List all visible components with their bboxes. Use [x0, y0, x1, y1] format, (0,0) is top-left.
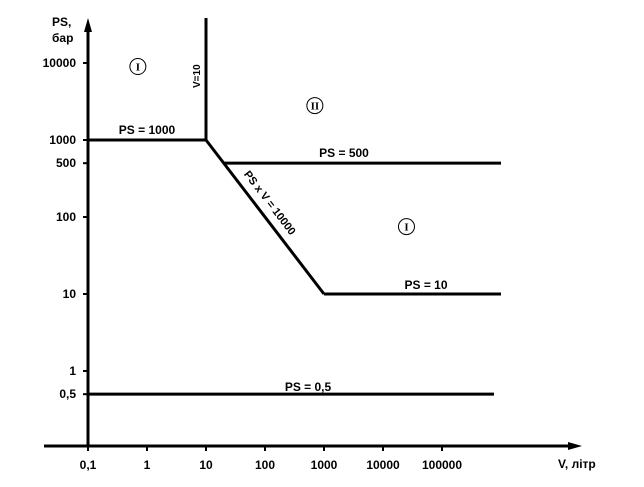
boundary-lines-layer [88, 18, 501, 396]
region-marker-region-upper-middle: II [306, 97, 324, 115]
region-circle-region-upper-middle [306, 97, 324, 115]
x-tick-label-10: 10 [199, 458, 213, 472]
y-tick-label-0-5: 0,5 [59, 387, 76, 401]
x-tick-label-1000: 1000 [311, 458, 338, 472]
boundary-label-ps-v-10000: PS x V = 10000 [241, 169, 298, 238]
y-axis-title-line2: бар [52, 31, 73, 45]
y-axis-title-line1: PS, [52, 15, 71, 29]
y-tick-label-500: 500 [56, 156, 76, 170]
region-label-region-upper-left: I [136, 62, 140, 74]
y-tick-label-10: 10 [63, 287, 77, 301]
boundary-label-ps-1000: PS = 1000 [119, 123, 176, 137]
boundary-label-v-10: V=10 [192, 64, 203, 88]
boundary-label-ps-500: PS = 500 [319, 146, 369, 160]
ticks-layer: 0,5 1 10 100 500 1000 10000 0,1 1 10 100 1000 10000 1… [43, 56, 463, 472]
boundary-line-ps-v-10000 [204, 139, 326, 295]
boundary-label-ps-10: PS = 10 [404, 278, 447, 292]
x-axis-title: V, літр [558, 457, 596, 471]
y-tick-label-1000: 1000 [49, 133, 76, 147]
x-tick-label-1: 1 [144, 458, 151, 472]
region-marker-region-right: I [397, 218, 415, 236]
y-tick-label-1: 1 [69, 364, 76, 378]
region-label-region-right: I [404, 222, 408, 234]
x-tick-label-100: 100 [255, 458, 275, 472]
x-tick-label-100000: 100000 [422, 458, 462, 472]
region-circle-region-upper-left [129, 58, 147, 76]
region-circle-region-right [397, 218, 415, 236]
region-label-region-upper-middle: II [311, 101, 320, 113]
y-tick-label-100: 100 [56, 210, 76, 224]
x-tick-label-0-1: 0,1 [80, 458, 97, 472]
x-axis-arrow [568, 442, 582, 450]
x-tick-label-10000: 10000 [366, 458, 400, 472]
boundary-label-ps-0-5: PS = 0,5 [285, 380, 332, 394]
y-axis-arrow [84, 18, 92, 32]
y-tick-label-10000: 10000 [43, 56, 77, 70]
region-marker-region-upper-left: I [129, 58, 147, 76]
